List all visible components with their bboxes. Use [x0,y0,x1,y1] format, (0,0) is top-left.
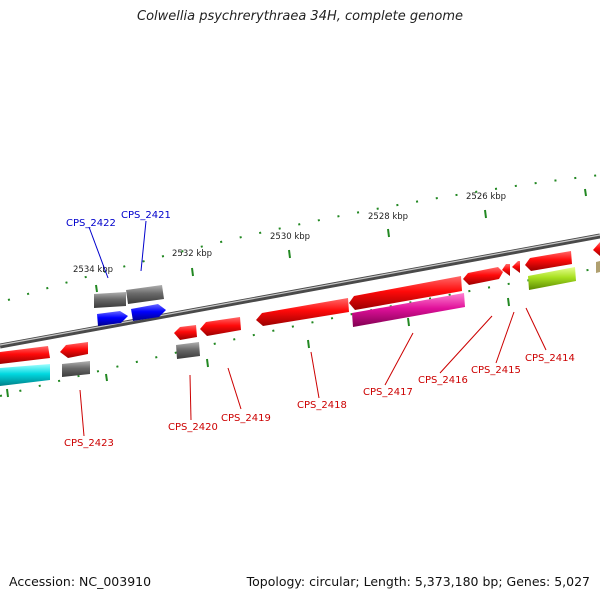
tick-label: 2532 kbp [172,249,212,259]
label-leaders [79,220,547,437]
inner-tick-ruler [0,267,600,398]
gene-feature-cps-2416[interactable] [463,267,503,285]
gene-feature-cps-2417-cog[interactable] [352,293,465,327]
gene-feature-cps-2420-cog[interactable] [176,342,200,359]
tick-label: 2528 kbp [368,212,408,222]
gene-label-cps-2415[interactable]: CPS_2415 [471,365,521,376]
gene-feature-cps-2418[interactable] [256,298,349,326]
gene-feature-cps-2414-cog[interactable] [528,267,576,290]
gene-label-cps-2419[interactable]: CPS_2419 [221,413,271,424]
gene-labels: CPS_2423 CPS_2422 CPS_2421 CPS_2420 CPS_… [64,210,575,449]
gene-label-cps-2414[interactable]: CPS_2414 [525,353,575,364]
gene-feature-cps-2415b[interactable] [512,261,520,273]
major-tick [484,209,487,219]
major-tick [191,267,194,277]
gene-feature-cps-2423[interactable] [60,342,88,358]
major-tick [584,188,587,197]
tick-label: 2526 kbp [466,192,506,202]
gene-feature-cps-2422[interactable] [94,292,126,308]
tick-labels: 2526 kbp 2528 kbp 2530 kbp 2532 kbp 2534… [73,192,506,275]
gene-feature-left[interactable] [0,346,50,364]
gene-feature-cps-2421[interactable] [126,285,164,304]
gene-feature-cps-2421-cog[interactable] [131,304,166,321]
gene-label-cps-2416[interactable]: CPS_2416 [418,375,468,386]
gene-feature-left-cog[interactable] [0,364,50,386]
gene-feature-cps-2423-cog[interactable] [62,361,90,377]
major-tick [206,358,209,368]
map-title: Colwellia psychrerythraea 34H, complete … [137,9,463,24]
gene-label-cps-2422[interactable]: CPS_2422 [66,218,116,229]
gene-feature-cps-2417[interactable] [349,276,462,310]
topology-text: Topology: circular; Length: 5,373,180 bp… [246,574,590,589]
gene-feature-cps-2419[interactable] [200,317,241,336]
gene-feature-right-edge[interactable] [593,242,600,256]
major-tick [387,228,390,238]
forward-features [0,242,600,386]
major-tick [407,317,410,327]
major-tick [307,339,310,349]
gene-feature-cps-2422-cog[interactable] [97,311,128,326]
reverse-features [94,285,166,326]
gene-feature-cps-2415[interactable] [502,264,510,276]
gene-label-cps-2417[interactable]: CPS_2417 [363,387,413,398]
major-tick [288,249,291,259]
gene-feature-right-edge-cog[interactable] [596,261,600,273]
gene-label-cps-2423[interactable]: CPS_2423 [64,438,114,449]
gene-feature-cps-2414[interactable] [525,251,572,271]
outer-tick-ruler [7,174,600,301]
major-tick [105,373,108,382]
gene-label-cps-2420[interactable]: CPS_2420 [168,422,218,433]
major-tick [95,284,98,293]
genome-backbone [0,233,600,349]
gene-label-cps-2418[interactable]: CPS_2418 [297,400,347,411]
major-tick [6,388,9,398]
tick-label: 2530 kbp [270,232,310,242]
tick-label: 2534 kbp [73,265,113,275]
gene-feature-cps-2420[interactable] [174,325,197,340]
accession-text: Accession: NC_003910 [9,574,152,589]
major-tick [507,297,510,307]
gene-label-cps-2421[interactable]: CPS_2421 [121,210,171,221]
